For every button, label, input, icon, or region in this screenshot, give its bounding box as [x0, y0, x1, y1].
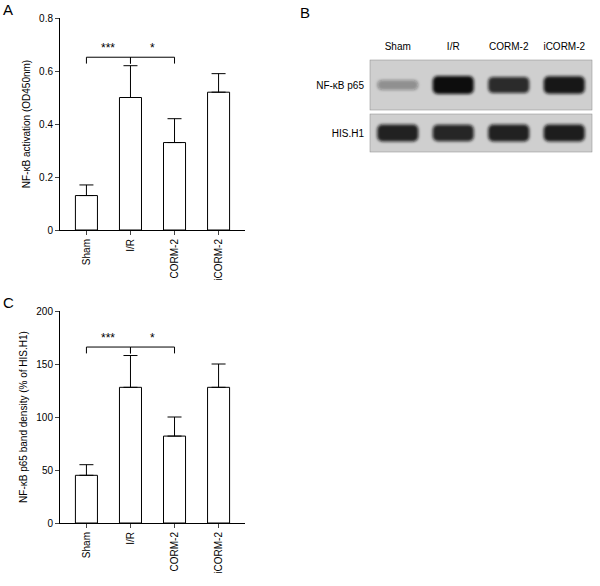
- svg-text:C: C: [3, 294, 14, 311]
- svg-text:I/R: I/R: [447, 41, 460, 52]
- svg-text:NF-κB p65 band density (% of H: NF-κB p65 band density (% of HIS.H1): [18, 331, 29, 503]
- svg-text:Sham: Sham: [385, 41, 411, 52]
- svg-text:0.2: 0.2: [39, 172, 53, 183]
- svg-text:*: *: [150, 331, 155, 345]
- svg-text:Sham: Sham: [81, 532, 92, 558]
- svg-text:CORM-2: CORM-2: [489, 41, 529, 52]
- svg-text:B: B: [300, 4, 310, 21]
- svg-text:I/R: I/R: [125, 532, 136, 545]
- svg-text:I/R: I/R: [125, 239, 136, 252]
- svg-text:NF-κB p65: NF-κB p65: [316, 80, 364, 91]
- svg-text:0.8: 0.8: [39, 13, 53, 24]
- svg-text:***: ***: [101, 331, 115, 345]
- svg-text:50: 50: [42, 465, 54, 476]
- svg-text:CORM-2: CORM-2: [169, 239, 180, 279]
- svg-text:HIS.H1: HIS.H1: [332, 128, 365, 139]
- svg-text:0.6: 0.6: [39, 66, 53, 77]
- svg-text:NF-κB activation (OD450nm): NF-κB activation (OD450nm): [21, 60, 32, 188]
- svg-text:CORM-2: CORM-2: [169, 532, 180, 572]
- svg-text:0: 0: [47, 225, 53, 236]
- svg-text:A: A: [3, 1, 13, 18]
- svg-text:iCORM-2: iCORM-2: [213, 532, 224, 574]
- svg-text:***: ***: [101, 41, 115, 55]
- svg-text:200: 200: [36, 306, 53, 317]
- svg-text:iCORM-2: iCORM-2: [543, 41, 585, 52]
- svg-text:100: 100: [36, 412, 53, 423]
- svg-text:0.4: 0.4: [39, 119, 53, 130]
- svg-text:iCORM-2: iCORM-2: [213, 239, 224, 281]
- svg-text:*: *: [150, 41, 155, 55]
- svg-text:150: 150: [36, 359, 53, 370]
- svg-text:Sham: Sham: [81, 239, 92, 265]
- svg-text:0: 0: [47, 518, 53, 529]
